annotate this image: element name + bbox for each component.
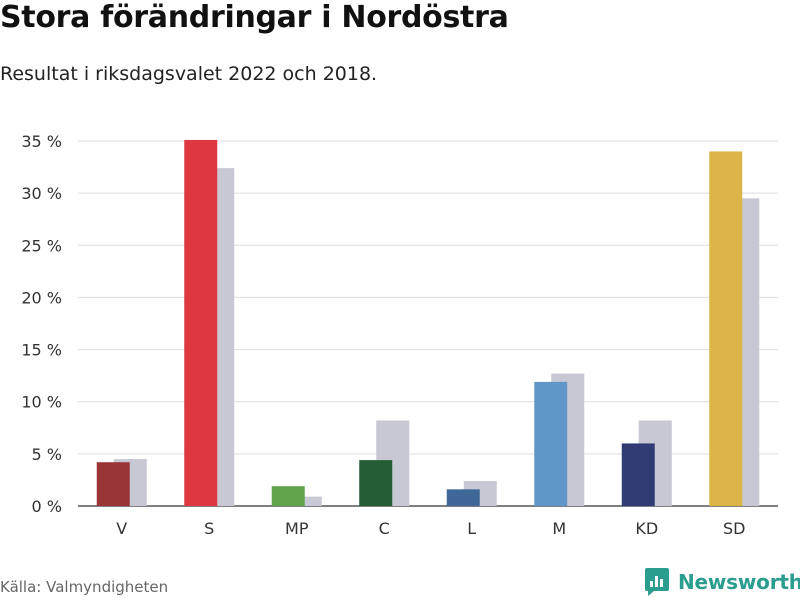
newsworthy-logo-icon: [645, 568, 669, 596]
bar-2022-v: [96, 462, 130, 506]
y-tick-label: 30 %: [21, 184, 62, 203]
x-tick-label: L: [467, 519, 476, 538]
x-axis-ticks: V S MP C L M KD SD: [116, 519, 745, 538]
chart-title: Stora förändringar i Nordöstra: [0, 0, 509, 35]
x-tick-label: M: [552, 519, 566, 538]
source-note: Källa: Valmyndigheten: [0, 578, 169, 596]
bar-2018-mp: [288, 496, 322, 506]
bar-2022-mp: [271, 486, 305, 506]
x-tick-label: SD: [723, 519, 745, 538]
bar-2022-c: [359, 460, 393, 506]
y-tick-label: 10 %: [21, 393, 62, 412]
x-tick-label: V: [116, 519, 127, 538]
y-tick-label: 15 %: [21, 341, 62, 360]
y-tick-label: 25 %: [21, 236, 62, 255]
bars: [96, 139, 760, 506]
y-tick-label: 20 %: [21, 288, 62, 307]
x-tick-label: C: [379, 519, 390, 538]
x-tick-label: KD: [635, 519, 658, 538]
bar-2022-l: [446, 489, 480, 506]
y-tick-label: 35 %: [21, 132, 62, 151]
y-tick-label: 5 %: [32, 445, 62, 464]
bar-2022-m: [534, 381, 568, 506]
chart-subtitle: Resultat i riksdagsvalet 2022 och 2018.: [0, 63, 378, 85]
bar-chart: 0 % 5 % 10 % 15 % 20 % 25 % 30 % 35 % V S MP C L M KD…: [21, 132, 778, 538]
grid-lines: [78, 140, 778, 507]
x-tick-label: MP: [285, 519, 309, 538]
bar-2022-kd: [621, 443, 655, 506]
x-tick-label: S: [204, 519, 214, 538]
bar-2022-sd: [709, 151, 743, 506]
y-axis-ticks: 0 % 5 % 10 % 15 % 20 % 25 % 30 % 35 %: [21, 132, 62, 516]
bar-2022-s: [184, 139, 218, 506]
y-tick-label: 0 %: [32, 497, 62, 516]
brand-name: Newsworthy: [678, 570, 800, 594]
brand-logo: Newsworthy: [644, 567, 800, 597]
